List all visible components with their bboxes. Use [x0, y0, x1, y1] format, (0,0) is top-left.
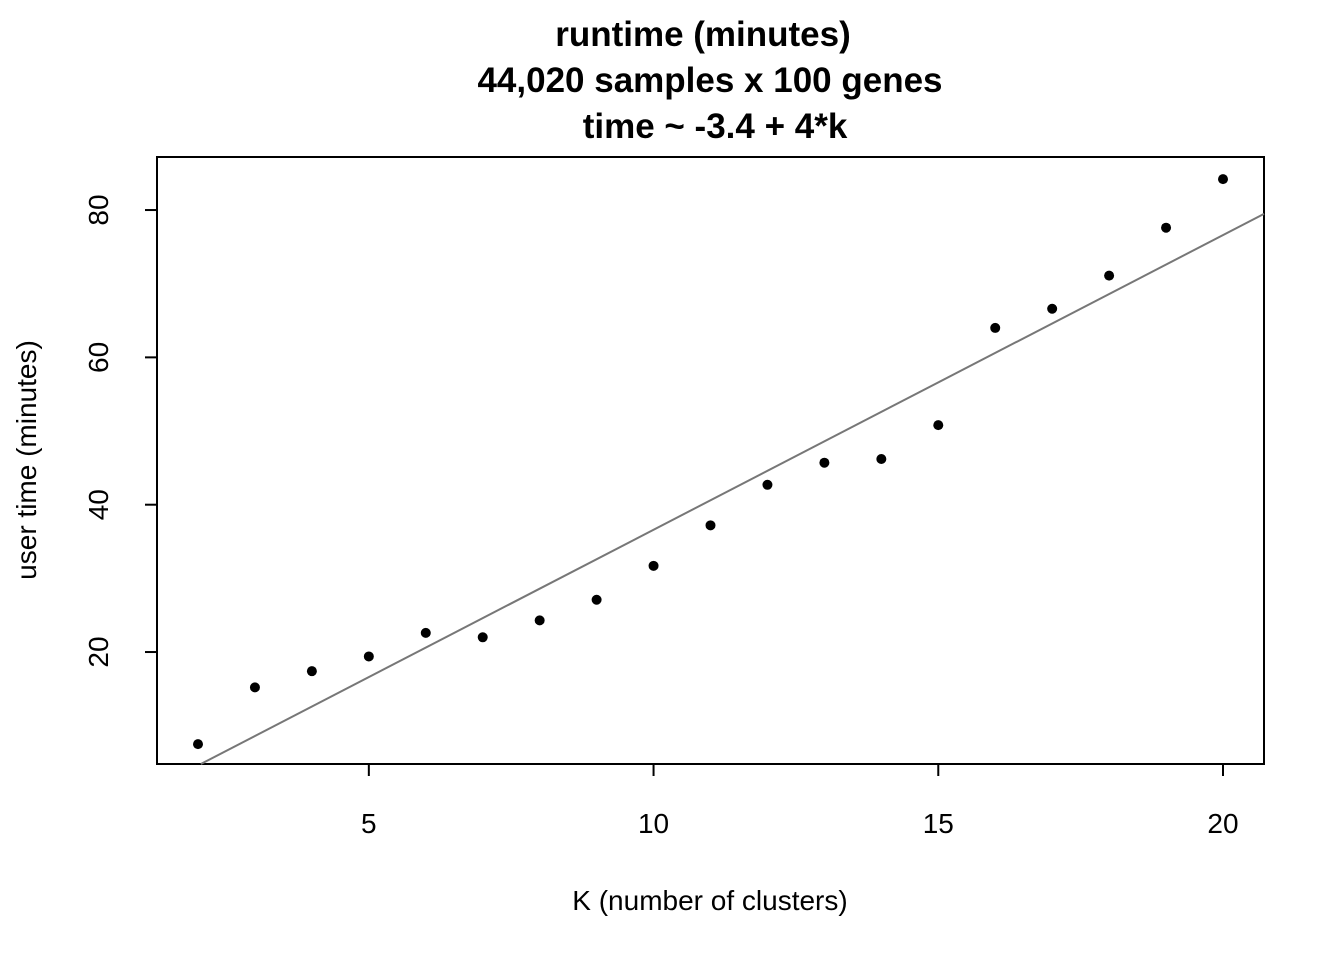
data-point: [591, 594, 602, 605]
x-axis: 5 10 15 20: [361, 764, 1239, 839]
data-point: [876, 454, 887, 465]
x-tick-label: 15: [923, 808, 954, 839]
x-tick-label: 5: [361, 808, 377, 839]
regression-line: [200, 212, 1265, 765]
data-point: [762, 479, 773, 490]
data-point: [1218, 174, 1228, 185]
data-point: [249, 682, 260, 693]
data-point: [990, 322, 1001, 333]
y-tick-label: 60: [83, 342, 114, 373]
data-point: [193, 739, 203, 750]
data-point: [705, 520, 716, 531]
data-points: [193, 174, 1228, 750]
chart-formula: time ~ -3.4 + 4*k: [583, 107, 848, 146]
data-point: [1161, 222, 1172, 233]
plot-frame: [156, 156, 1265, 765]
y-tick-label: 80: [83, 194, 114, 225]
y-axis: 20 40 60 80: [83, 194, 157, 668]
data-point: [306, 666, 317, 677]
data-point: [1104, 270, 1115, 281]
data-point: [363, 651, 374, 662]
data-point: [534, 615, 545, 626]
data-point: [819, 457, 830, 468]
x-tick-label: 20: [1207, 808, 1238, 839]
x-tick-label: 10: [638, 808, 669, 839]
data-point: [477, 632, 488, 643]
chart-subtitle: 44,020 samples x 100 genes: [477, 61, 942, 100]
y-tick-label: 20: [83, 636, 114, 667]
y-axis-title: user time (minutes): [11, 340, 42, 580]
data-point: [1047, 303, 1058, 314]
chart-title: runtime (minutes): [555, 15, 851, 54]
data-point: [648, 560, 659, 571]
x-axis-title: K (number of clusters): [572, 885, 847, 916]
data-point: [933, 420, 944, 431]
data-point: [420, 627, 431, 638]
y-tick-label: 40: [83, 489, 114, 520]
